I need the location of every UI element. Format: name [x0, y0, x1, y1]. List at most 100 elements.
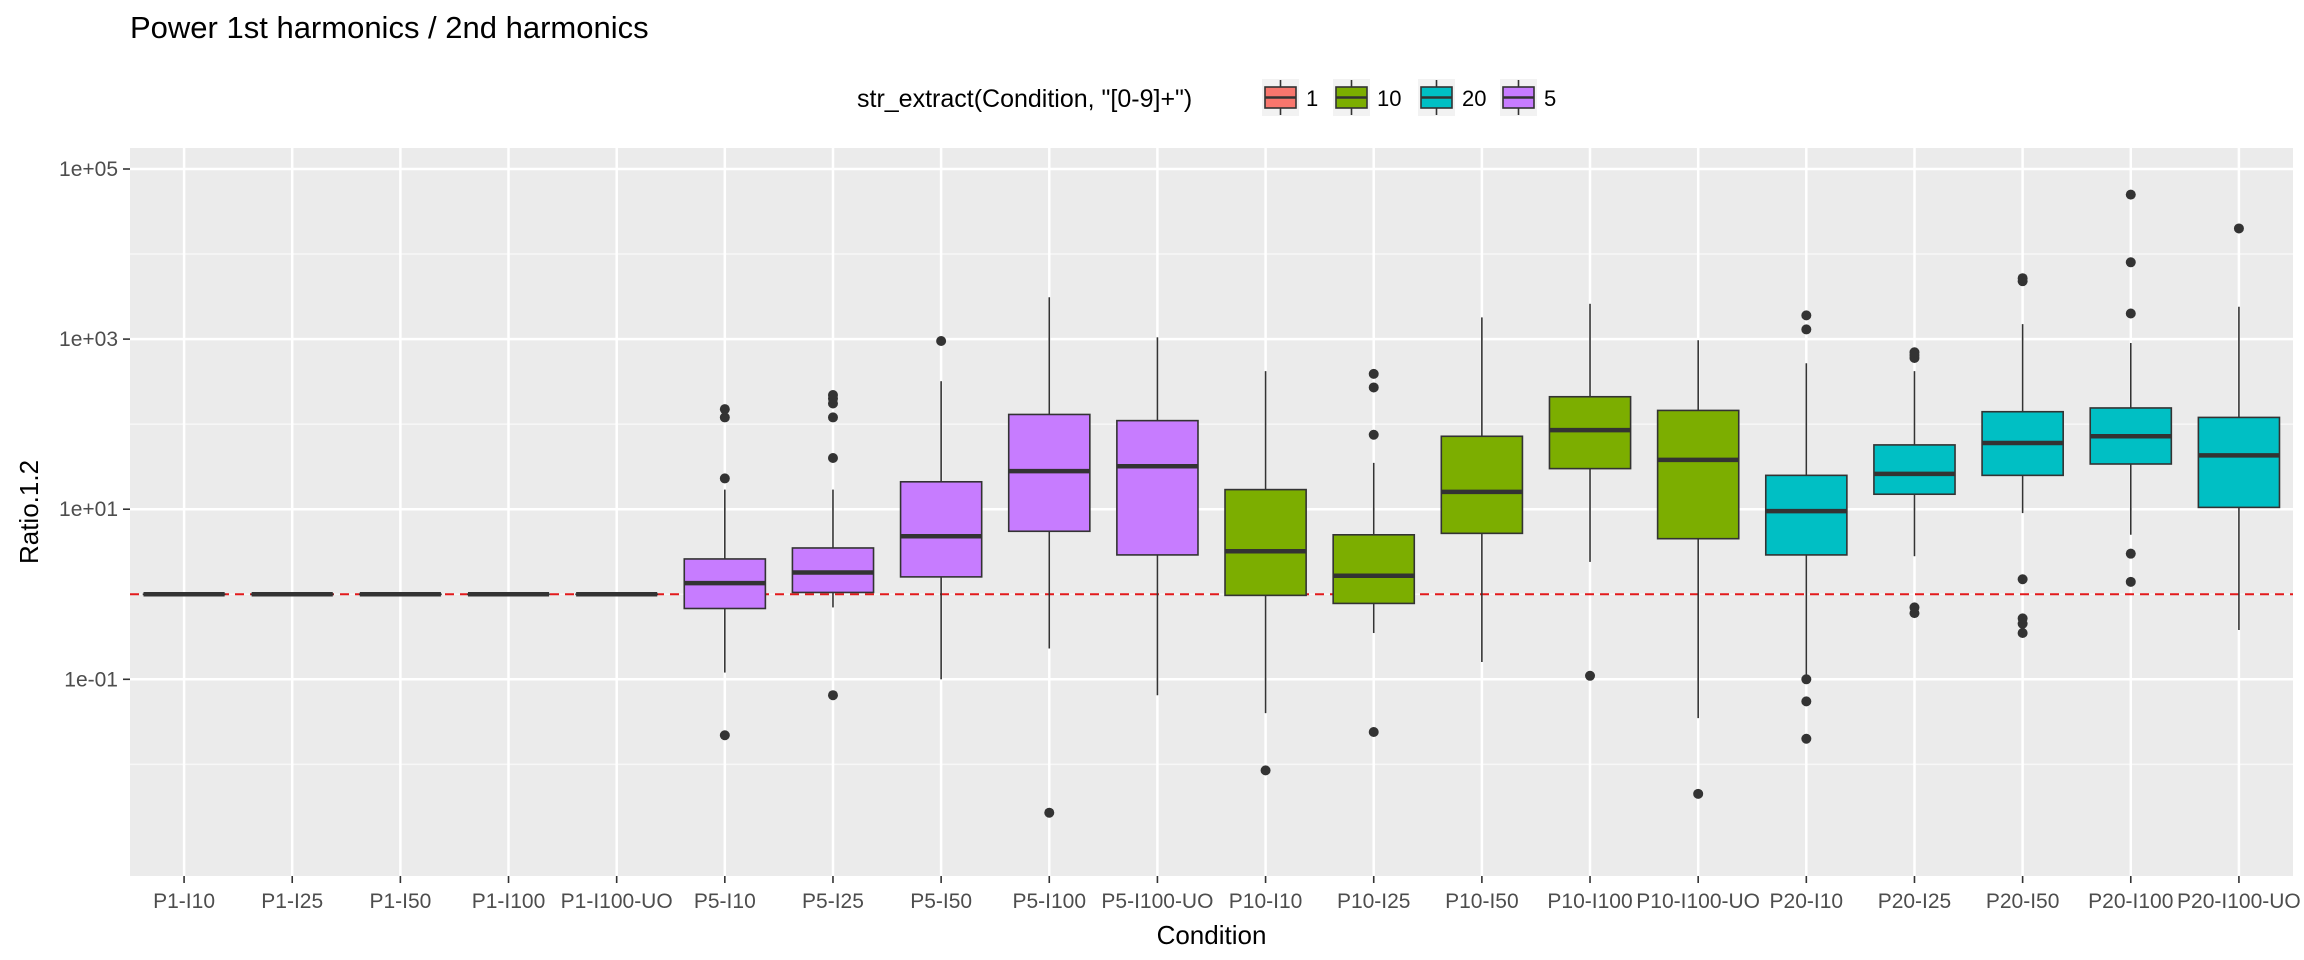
y-axis-label: Ratio.1.2 [14, 460, 44, 564]
legend-title: str_extract(Condition, "[0-9]+") [857, 85, 1192, 113]
box-P20-I10 [1764, 310, 1848, 744]
outlier-point [719, 412, 730, 423]
x-axis-label: Condition [1157, 920, 1267, 950]
legend-item-10: 10 [1333, 79, 1401, 116]
outlier-point [1368, 429, 1379, 440]
x-tick-label: P20-I25 [1878, 890, 1952, 913]
plot-panel [130, 148, 2293, 876]
y-tick-label: 1e-01 [64, 668, 118, 691]
x-tick-label: P5-I100-UO [1101, 890, 1213, 913]
legend-item-1: 1 [1262, 79, 1318, 116]
x-tick-label: P20-I100-UO [2177, 890, 2301, 913]
outlier-point [2233, 223, 2244, 234]
outlier-point [1801, 696, 1812, 707]
outlier-point [2125, 308, 2136, 319]
outlier-point [936, 335, 947, 346]
box-P20-I50 [1981, 273, 2064, 639]
outlier-point [1801, 733, 1812, 744]
box-P10-I100-UO [1656, 340, 1740, 799]
x-tick-label: P1-I50 [369, 890, 431, 913]
x-tick-label: P5-I50 [910, 890, 972, 913]
outlier-point [719, 404, 730, 415]
box-body [1873, 444, 1956, 496]
y-axis: 1e-01 1e+01 1e+03 1e+05 [59, 158, 130, 691]
box-P5-I50 [899, 335, 983, 680]
outlier-point [1368, 727, 1379, 738]
box-body [1764, 474, 1848, 556]
outlier-point [1693, 788, 1704, 799]
box-P20-I100-UO [2197, 223, 2281, 630]
box-body [1332, 534, 1416, 605]
x-tick-label: P10-I50 [1445, 890, 1519, 913]
outlier-point [2017, 628, 2028, 639]
box-body [1548, 395, 1632, 470]
box-P5-I10 [683, 404, 767, 741]
outlier-point [2125, 548, 2136, 559]
x-axis: P1-I10 P1-I25 P1-I50 P1-I100 P1-I100-UO P5-I1… [153, 876, 2301, 913]
box-P10-I10 [1224, 371, 1307, 776]
x-tick-label: P1-I100-UO [561, 890, 673, 913]
x-tick-label: P5-I100 [1012, 890, 1086, 913]
x-tick-label: P1-I25 [261, 890, 323, 913]
box-P20-I25 [1873, 347, 1956, 619]
box-body [1656, 409, 1740, 540]
outlier-point [2017, 613, 2028, 624]
x-tick-label: P5-I25 [802, 890, 864, 913]
x-tick-label: P1-I10 [153, 890, 215, 913]
outlier-point [827, 452, 838, 463]
box-P10-I100 [1548, 303, 1632, 681]
box-body [1224, 488, 1307, 597]
outlier-point [1801, 310, 1812, 321]
y-tick-label: 1e+05 [59, 158, 118, 181]
legend-label: 20 [1462, 86, 1486, 111]
box-body [1116, 419, 1199, 556]
legend-label: 1 [1306, 86, 1318, 111]
x-tick-label: P1-I100 [472, 890, 546, 913]
outlier-point [1260, 765, 1271, 776]
outlier-point [827, 690, 838, 701]
outlier-point [2125, 189, 2136, 200]
outlier-point [827, 390, 838, 401]
x-tick-label: P20-I50 [1986, 890, 2060, 913]
outlier-point [2125, 257, 2136, 268]
x-tick-label: P20-I100 [2088, 890, 2173, 913]
y-tick-label: 1e+03 [59, 328, 118, 351]
box-P5-I100 [1007, 297, 1091, 818]
box-P5-I25 [791, 390, 875, 701]
box-body [791, 547, 875, 594]
outlier-point [2017, 574, 2028, 585]
legend-label: 5 [1544, 86, 1556, 111]
outlier-point [1585, 670, 1596, 681]
outlier-point [2125, 576, 2136, 587]
outlier-point [1909, 347, 1920, 358]
outlier-point [1368, 382, 1379, 393]
legend-item-20: 20 [1418, 79, 1486, 116]
legend: str_extract(Condition, "[0-9]+") 1 10 20 5 [857, 79, 1556, 116]
outlier-point [719, 730, 730, 741]
outlier-point [1368, 368, 1379, 379]
chart-title: Power 1st harmonics / 2nd harmonics [130, 10, 649, 45]
outlier-point [1801, 674, 1812, 685]
x-tick-label: P10-I100-UO [1636, 890, 1760, 913]
outlier-point [1801, 324, 1812, 335]
outlier-point [719, 473, 730, 484]
legend-item-5: 5 [1500, 79, 1556, 116]
x-tick-label: P5-I10 [694, 890, 756, 913]
x-tick-label: P10-I10 [1229, 890, 1303, 913]
box-P20-I100 [2089, 189, 2173, 587]
x-tick-label: P10-I100 [1547, 890, 1632, 913]
box-body [899, 480, 983, 578]
box-P10-I50 [1440, 317, 1524, 662]
outlier-point [1909, 602, 1920, 613]
outlier-point [2017, 273, 2028, 284]
x-tick-label: P20-I10 [1770, 890, 1844, 913]
y-tick-label: 1e+01 [59, 498, 118, 521]
box-P10-I25 [1332, 368, 1416, 738]
boxes [142, 189, 2281, 818]
box-body [2197, 416, 2281, 509]
box-body [1440, 435, 1524, 535]
legend-label: 10 [1377, 86, 1401, 111]
x-tick-label: P10-I25 [1337, 890, 1411, 913]
